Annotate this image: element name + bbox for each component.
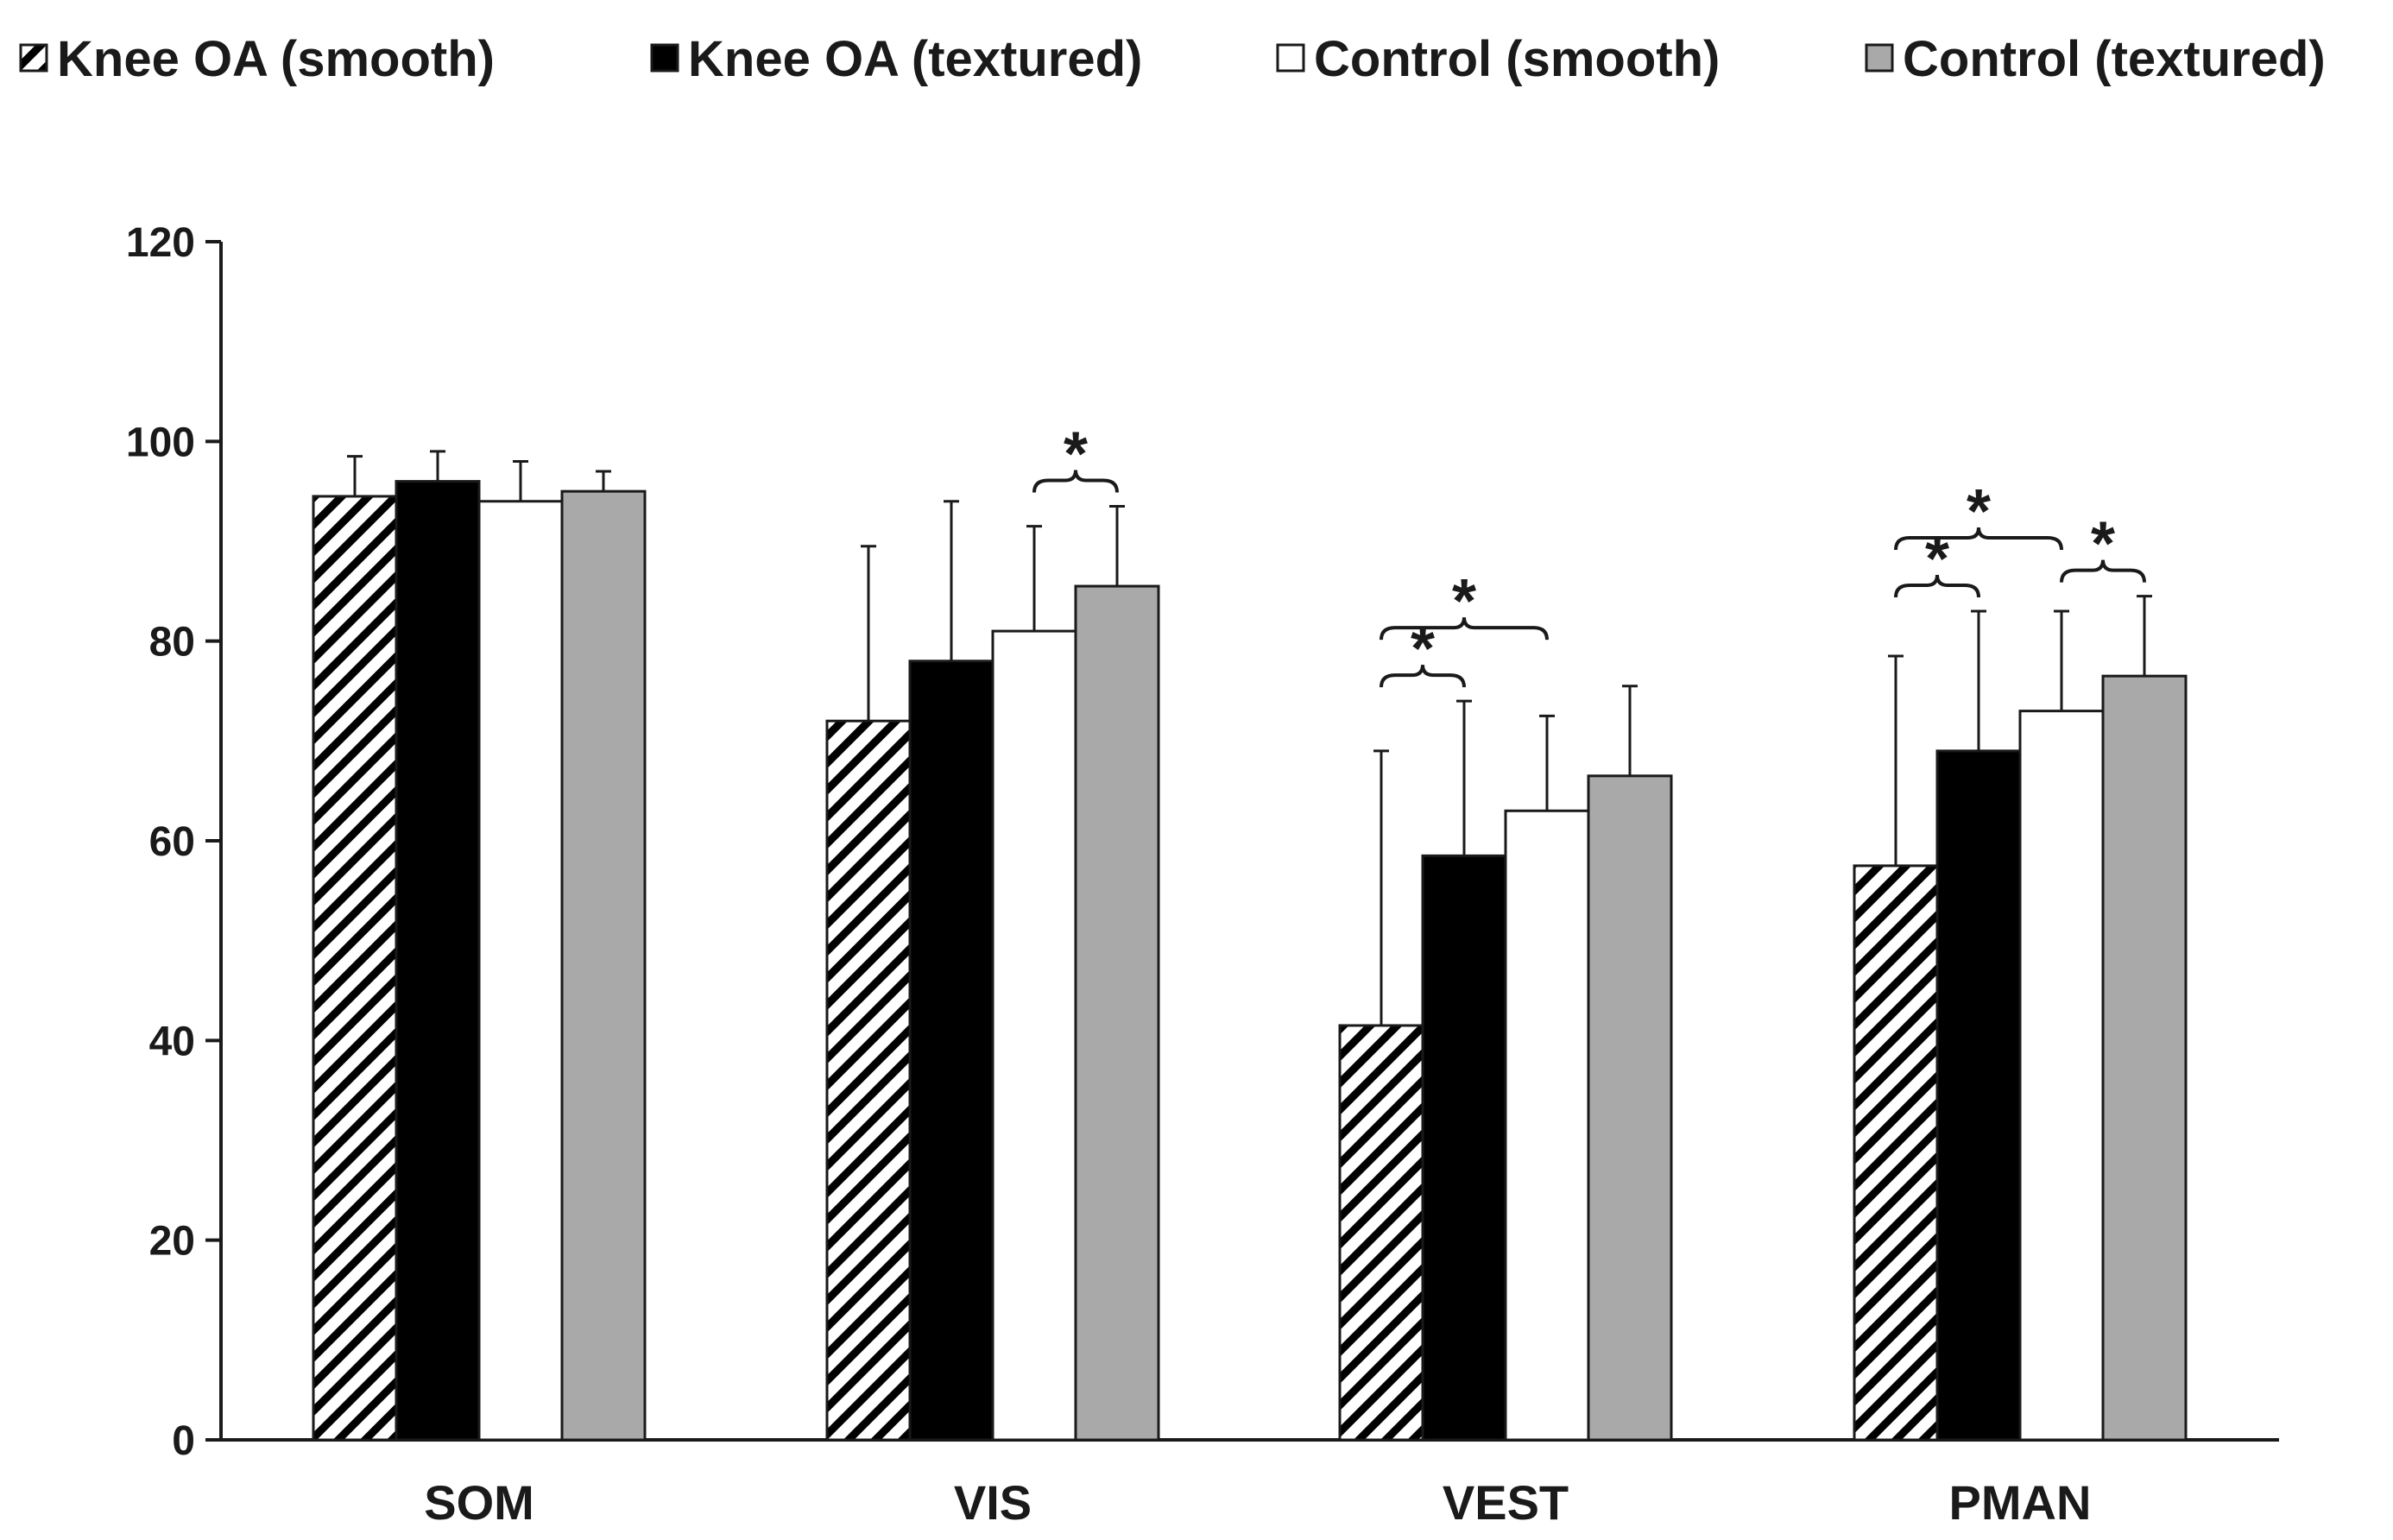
- significance-star: *: [2091, 510, 2115, 579]
- legend-swatch-white: [1276, 43, 1305, 73]
- x-category-label: PMAN: [1949, 1475, 2092, 1530]
- legend-label: Knee OA (smooth): [57, 31, 495, 87]
- y-tick-label: 60: [149, 819, 195, 865]
- y-tick-label: 0: [172, 1418, 195, 1464]
- y-tick-label: 40: [149, 1019, 195, 1064]
- axes: 0 20 40 60 80 100 120 SOM VIS VEST PMAN: [126, 220, 2279, 1530]
- bar-vest-gray: [1587, 774, 1673, 1442]
- y-tick-label: 100: [126, 420, 195, 465]
- y-tick-label: 20: [149, 1219, 195, 1265]
- x-category-label: SOM: [424, 1475, 534, 1530]
- bar-vest-hatched: [1338, 1024, 1424, 1442]
- bar-som-white: [477, 500, 564, 1442]
- bar-vest-white: [1504, 809, 1590, 1442]
- bar-vis-white: [991, 629, 1077, 1442]
- significance-star: *: [1064, 420, 1088, 489]
- legend-swatch-black: [650, 43, 679, 73]
- significance-annotations: **** **: [1032, 420, 2146, 688]
- y-tick-label: 80: [149, 620, 195, 666]
- bar-pman-hatched: [1853, 864, 1939, 1442]
- significance-bracket: [1380, 664, 1466, 688]
- significance-star: *: [1925, 525, 1949, 594]
- significance-star: *: [1967, 477, 1991, 546]
- bar-pman-gray: [2101, 674, 2188, 1442]
- legend-swatch-hatched: [19, 43, 48, 73]
- legend: Knee OA (smooth) Knee OA (textured) Contro…: [19, 31, 2326, 87]
- significance-star: *: [1411, 615, 1435, 684]
- legend-label: Control (textured): [1903, 31, 2326, 87]
- bar-pman-white: [2018, 710, 2105, 1442]
- bar-som-gray: [560, 489, 647, 1442]
- x-category-label: VEST: [1443, 1475, 1569, 1530]
- significance-bracket: [2060, 559, 2146, 583]
- bar-vis-black: [908, 660, 994, 1442]
- legend-label: Knee OA (textured): [688, 31, 1142, 87]
- significance-star: *: [1452, 567, 1476, 636]
- significance-bracket: [1032, 470, 1119, 493]
- y-tick-label: 120: [126, 220, 195, 266]
- bar-som-hatched: [312, 495, 398, 1442]
- significance-bracket: [1894, 574, 1980, 598]
- bar-vis-gray: [1074, 584, 1160, 1442]
- legend-label: Control (smooth): [1314, 31, 1720, 87]
- significance-bracket: [1894, 527, 2063, 551]
- bar-vest-black: [1421, 854, 1507, 1442]
- x-category-label: VIS: [954, 1475, 1032, 1530]
- bars: [312, 450, 2188, 1442]
- bar-pman-black: [1935, 749, 2022, 1442]
- bar-vis-hatched: [825, 719, 912, 1442]
- significance-bracket: [1380, 616, 1549, 641]
- bar-som-black: [395, 480, 481, 1442]
- legend-swatch-gray: [1865, 43, 1894, 73]
